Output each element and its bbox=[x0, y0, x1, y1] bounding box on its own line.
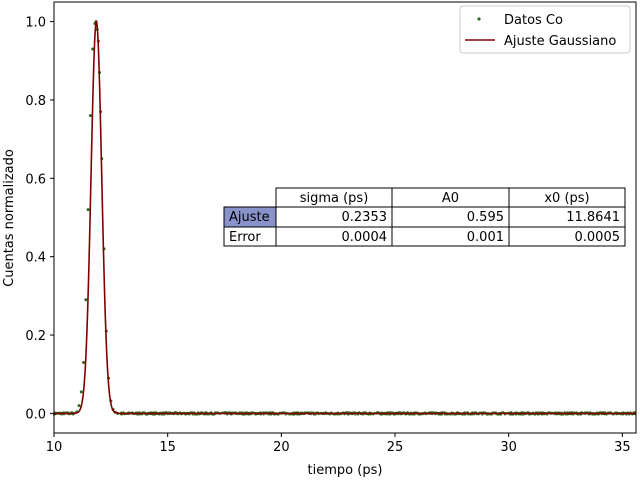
table-header-text: A0 bbox=[442, 191, 459, 206]
y-tick-label: 0.2 bbox=[25, 329, 46, 344]
legend-label-datos: Datos Co bbox=[504, 13, 563, 28]
x-tick-label: 35 bbox=[614, 440, 631, 455]
plot-data-group bbox=[52, 20, 637, 416]
y-axis: 0.0 0.2 0.4 0.6 0.8 1.0 bbox=[25, 16, 54, 422]
y-tick-label: 1.0 bbox=[25, 16, 46, 31]
fit-line bbox=[54, 20, 636, 415]
x-tick-label: 25 bbox=[387, 440, 404, 455]
y-axis-label: Cuentas normalizado bbox=[2, 149, 17, 287]
x-axis: 10 15 20 25 30 35 bbox=[46, 433, 631, 455]
x-tick-label: 10 bbox=[46, 440, 63, 455]
table-row-label: Ajuste bbox=[229, 210, 270, 225]
table-header-text: sigma (ps) bbox=[300, 191, 369, 206]
table-cell-value: 0.0004 bbox=[342, 230, 388, 245]
x-tick-label: 20 bbox=[273, 440, 290, 455]
legend-marker-datos bbox=[477, 17, 481, 21]
table-cell-value: 11.8641 bbox=[566, 210, 620, 225]
y-tick-label: 0.0 bbox=[25, 407, 46, 422]
data-point bbox=[77, 404, 81, 408]
table-header-text: x0 (ps) bbox=[544, 191, 589, 206]
y-tick-label: 0.8 bbox=[25, 94, 46, 109]
table-row-label: Error bbox=[229, 230, 261, 245]
table-cell bbox=[508, 226, 626, 247]
table-cell-value: 0.595 bbox=[467, 210, 504, 225]
data-point bbox=[91, 47, 95, 51]
data-point bbox=[84, 298, 88, 302]
x-tick-label: 30 bbox=[500, 440, 517, 455]
x-tick-label: 15 bbox=[159, 440, 176, 455]
table-cell-value: 0.001 bbox=[467, 230, 504, 245]
legend-label-ajuste: Ajuste Gaussiano bbox=[504, 34, 616, 49]
data-point bbox=[79, 390, 83, 394]
x-axis-label: tiempo (ps) bbox=[308, 463, 383, 478]
legend-box bbox=[459, 5, 631, 54]
table-cell-value: 0.0005 bbox=[575, 230, 621, 245]
fit-results-table: sigma (ps) A0 x0 (ps) Ajuste 0.2353 0.595 11.8… bbox=[223, 187, 626, 247]
legend: Datos Co Ajuste Gaussiano bbox=[459, 5, 631, 54]
y-tick-label: 0.6 bbox=[25, 172, 46, 187]
y-tick-label: 0.4 bbox=[25, 251, 46, 266]
data-point bbox=[82, 360, 86, 364]
data-point bbox=[88, 114, 92, 118]
table-cell-value: 0.2353 bbox=[342, 210, 388, 225]
plot-frame bbox=[53, 1, 637, 434]
data-point bbox=[86, 208, 90, 212]
